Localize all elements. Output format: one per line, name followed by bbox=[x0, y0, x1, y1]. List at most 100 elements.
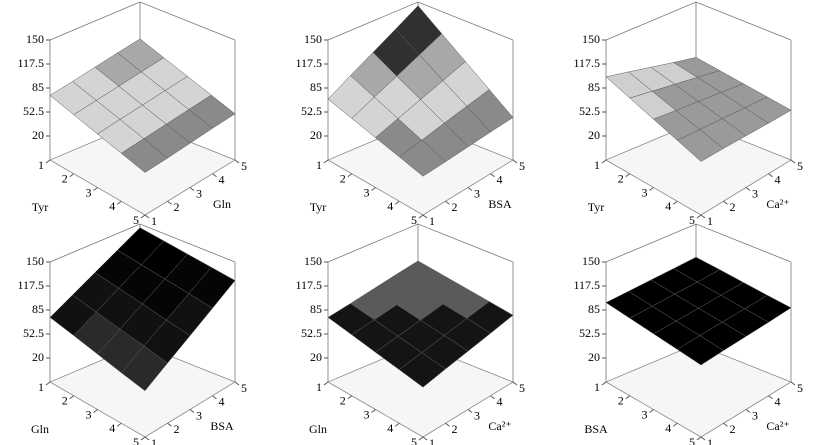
y-tick bbox=[790, 159, 796, 164]
y-tick bbox=[234, 381, 240, 386]
x-tick-label: 5 bbox=[689, 213, 695, 227]
x-tick bbox=[69, 173, 75, 178]
z-tick-label: 52.5 bbox=[301, 104, 322, 118]
x-axis-label: BSA bbox=[584, 422, 608, 436]
y-tick-label: 3 bbox=[752, 408, 758, 422]
y-tick-label: 5 bbox=[519, 381, 525, 395]
x-tick-label: 4 bbox=[387, 199, 393, 213]
x-tick bbox=[371, 409, 376, 413]
x-tick bbox=[140, 214, 146, 219]
x-tick-label: 3 bbox=[642, 407, 648, 421]
y-axis-label: Ca²⁺ bbox=[488, 419, 511, 433]
z-tick-label: 52.5 bbox=[23, 326, 44, 340]
box-edge bbox=[49, 223, 236, 263]
y-tick bbox=[445, 200, 450, 205]
x-tick-label: 4 bbox=[665, 199, 671, 213]
x-tick bbox=[93, 409, 98, 413]
y-tick-label: 5 bbox=[797, 381, 803, 395]
y-tick bbox=[467, 409, 473, 413]
y-tick-label: 2 bbox=[452, 422, 458, 436]
surface-patch bbox=[120, 345, 168, 392]
y-tick bbox=[212, 395, 217, 400]
y-tick bbox=[422, 214, 428, 219]
y-tick bbox=[234, 159, 240, 164]
x-axis-label: Gln bbox=[31, 422, 49, 436]
x-tick-label: 2 bbox=[340, 394, 346, 408]
y-tick-label: 4 bbox=[497, 173, 503, 187]
surface-plot: 20 52.5 85 117.5 150 1 2 3 4 5 1 2 3 4 5 BSA Ca²⁺ bbox=[573, 223, 803, 445]
x-tick bbox=[649, 187, 654, 191]
y-tick bbox=[144, 436, 150, 441]
x-tick-label: 5 bbox=[411, 213, 417, 227]
x-tick bbox=[625, 395, 631, 400]
x-tick bbox=[93, 187, 98, 191]
y-tick-label: 2 bbox=[174, 200, 180, 214]
z-tick-label: 20 bbox=[310, 350, 322, 364]
y-tick-label: 2 bbox=[730, 422, 736, 436]
z-tick-label: 117.5 bbox=[17, 278, 44, 292]
y-axis-label: BSA bbox=[210, 419, 234, 433]
x-tick-label: 3 bbox=[364, 185, 370, 199]
x-tick bbox=[323, 159, 329, 164]
x-tick bbox=[116, 200, 122, 205]
x-tick bbox=[601, 159, 607, 164]
z-tick-label: 20 bbox=[588, 350, 600, 364]
y-axis-label: Ca²⁺ bbox=[766, 197, 789, 211]
x-tick-label: 2 bbox=[62, 394, 68, 408]
y-tick-label: 1 bbox=[151, 214, 157, 228]
y-tick-label: 4 bbox=[497, 395, 503, 409]
y-tick-label: 1 bbox=[151, 436, 157, 445]
y-tick bbox=[768, 173, 773, 178]
z-tick-label: 20 bbox=[32, 350, 44, 364]
z-tick-label: 85 bbox=[588, 80, 600, 94]
y-tick-label: 4 bbox=[219, 173, 225, 187]
surface-patch bbox=[398, 139, 446, 177]
z-tick-label: 52.5 bbox=[579, 326, 600, 340]
x-tick-label: 4 bbox=[665, 421, 671, 435]
z-tick-label: 85 bbox=[588, 302, 600, 316]
y-tick-label: 1 bbox=[429, 436, 435, 445]
y-tick-label: 5 bbox=[797, 159, 803, 173]
y-tick-label: 3 bbox=[196, 186, 202, 200]
x-tick-label: 5 bbox=[133, 435, 139, 445]
y-tick bbox=[700, 214, 706, 219]
y-tick bbox=[189, 187, 195, 191]
surface-patch bbox=[676, 129, 724, 162]
x-tick bbox=[45, 381, 51, 386]
z-tick-label: 20 bbox=[32, 128, 44, 142]
y-tick-label: 3 bbox=[474, 186, 480, 200]
x-tick-label: 4 bbox=[109, 199, 115, 213]
y-tick-label: 4 bbox=[775, 395, 781, 409]
y-tick bbox=[144, 214, 150, 219]
z-tick-label: 150 bbox=[304, 32, 322, 46]
z-tick-label: 117.5 bbox=[17, 56, 44, 70]
x-axis-label: Tyr bbox=[588, 200, 605, 214]
y-tick bbox=[700, 436, 706, 441]
x-tick bbox=[371, 187, 376, 191]
x-tick bbox=[140, 436, 146, 441]
x-axis-label: Tyr bbox=[310, 200, 327, 214]
z-tick-label: 150 bbox=[26, 254, 44, 268]
x-tick bbox=[323, 381, 329, 386]
y-tick-label: 5 bbox=[241, 381, 247, 395]
x-tick-label: 5 bbox=[689, 435, 695, 445]
y-tick bbox=[512, 159, 518, 164]
x-tick-label: 3 bbox=[364, 407, 370, 421]
y-tick bbox=[212, 173, 217, 178]
x-tick bbox=[45, 159, 51, 164]
x-tick bbox=[69, 395, 75, 400]
y-tick-label: 4 bbox=[219, 395, 225, 409]
y-tick bbox=[490, 395, 495, 400]
y-tick-label: 2 bbox=[452, 200, 458, 214]
y-tick bbox=[768, 395, 773, 400]
surface-patch bbox=[676, 335, 724, 366]
x-tick-label: 3 bbox=[86, 185, 92, 199]
x-tick-label: 1 bbox=[38, 380, 44, 394]
y-tick-label: 1 bbox=[429, 214, 435, 228]
z-tick-label: 52.5 bbox=[301, 326, 322, 340]
y-tick bbox=[422, 436, 428, 441]
x-tick-label: 1 bbox=[38, 158, 44, 172]
x-tick bbox=[116, 422, 122, 427]
box-edge bbox=[605, 1, 792, 41]
